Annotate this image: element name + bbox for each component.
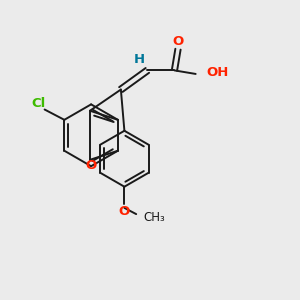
Text: O: O [85, 160, 96, 172]
Text: Cl: Cl [32, 97, 46, 110]
Text: OH: OH [206, 66, 228, 79]
Text: O: O [119, 205, 130, 218]
Text: O: O [172, 35, 184, 48]
Text: CH₃: CH₃ [143, 211, 165, 224]
Text: H: H [134, 53, 145, 66]
